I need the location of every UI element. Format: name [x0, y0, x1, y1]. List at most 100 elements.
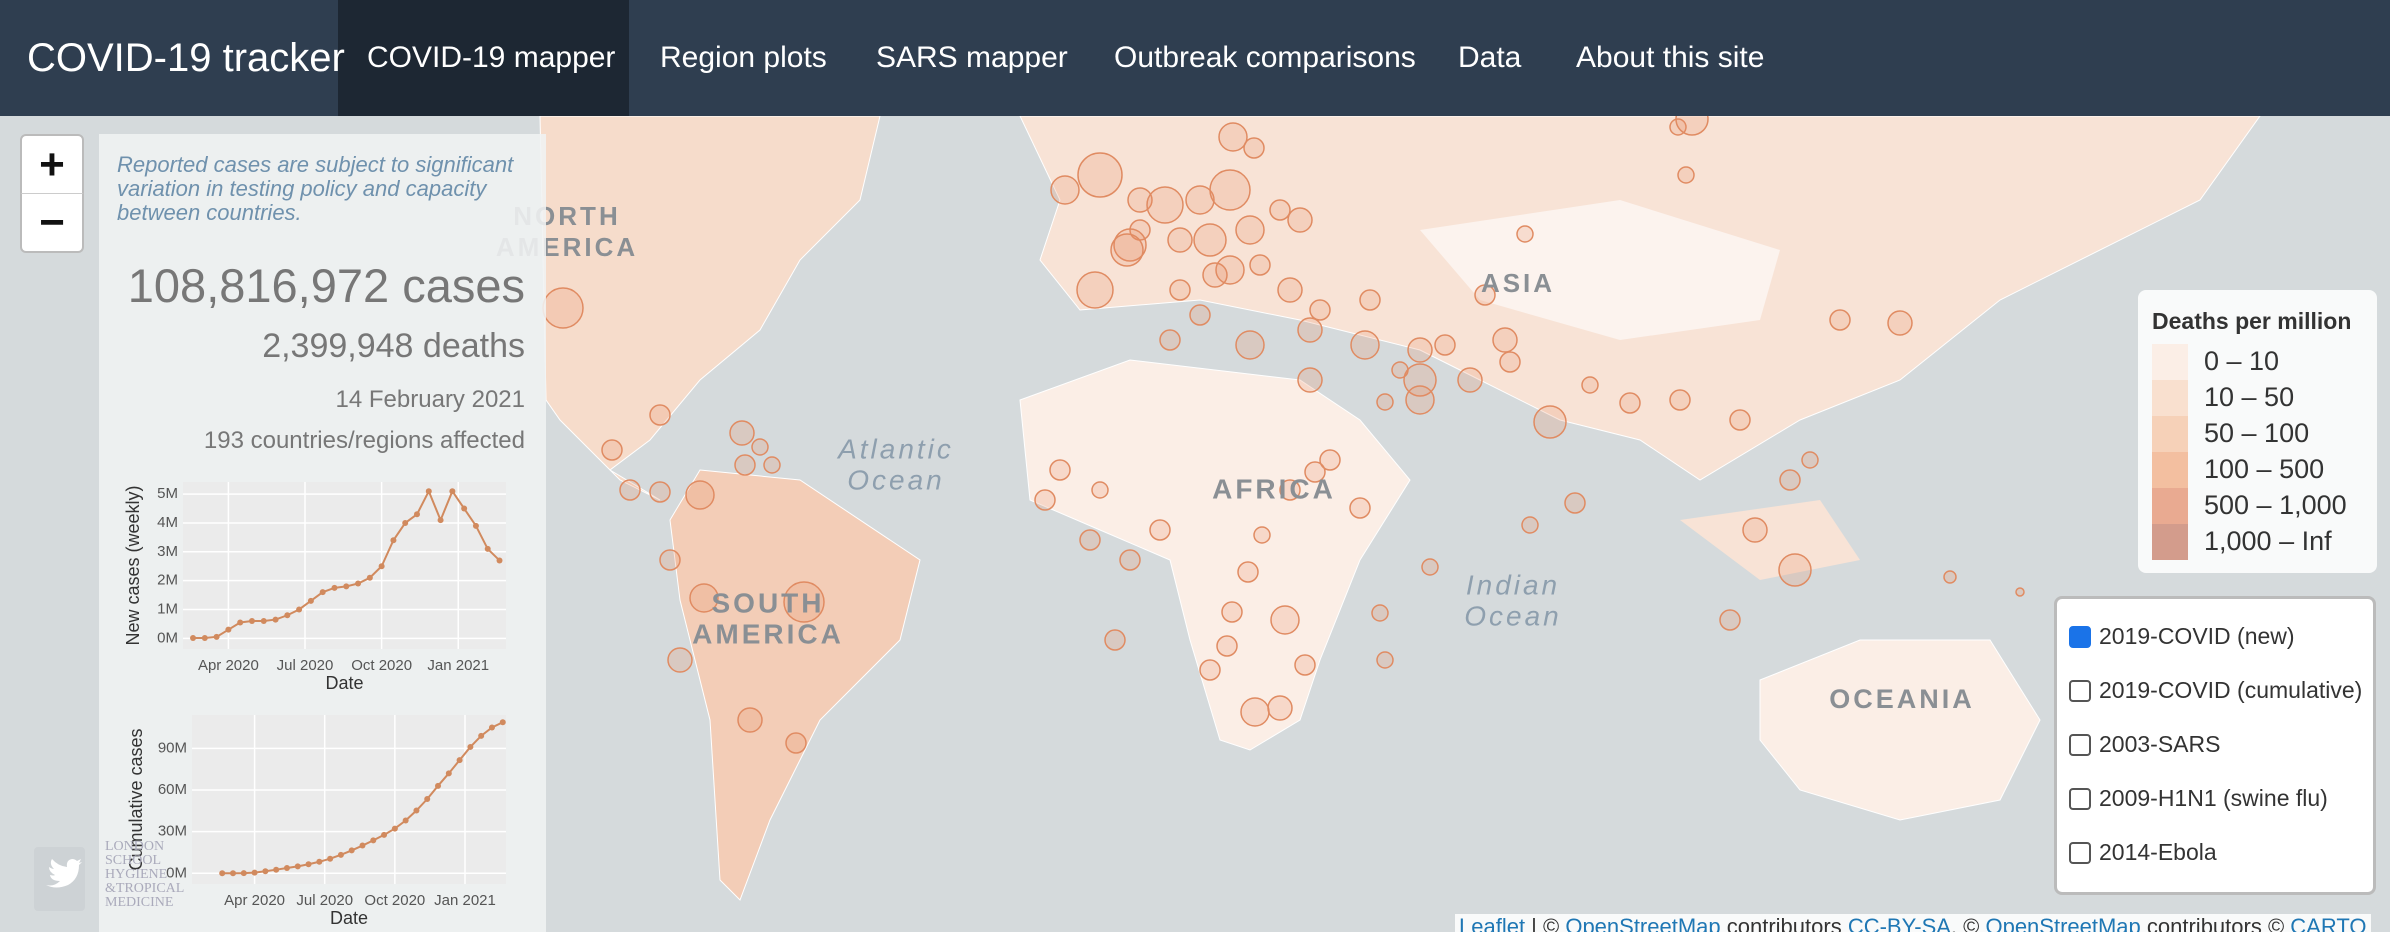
case-bubble [729, 420, 755, 446]
case-bubble [1237, 561, 1259, 583]
layer-label: 2019-COVID (new) [2099, 623, 2295, 649]
nav-item[interactable]: Data [1458, 41, 1522, 74]
data-point [472, 522, 479, 529]
data-point [402, 519, 409, 526]
case-bubble [1801, 451, 1819, 469]
case-bubble [1193, 223, 1227, 257]
case-bubble [1146, 186, 1184, 224]
checkbox[interactable] [2069, 842, 2091, 864]
nav-item[interactable]: COVID-19 mapper [367, 41, 616, 74]
data-point [370, 837, 377, 844]
layer-option[interactable]: 2014-Ebola [2069, 839, 2217, 866]
map-label: AMERICA [692, 618, 844, 649]
case-bubble [542, 287, 584, 329]
africa [1019, 359, 1411, 751]
land [539, 116, 2261, 901]
data-point [402, 817, 409, 824]
case-bubble [1407, 337, 1433, 363]
mini-charts: 0M 1M 2M 3M 4M 5M Apr 2020 Jul 2020 Oct 2020 Jan … [123, 482, 506, 928]
attribution-link[interactable]: CARTO [2290, 914, 2367, 932]
data-point [461, 505, 468, 512]
case-bubble [751, 438, 769, 456]
attribution-link[interactable]: OpenStreetMap [1565, 914, 1721, 932]
map-label: SOUTH [712, 587, 825, 618]
brand[interactable]: COVID-19 tracker [27, 36, 345, 80]
y-axis-label: Cumulative cases [126, 728, 146, 870]
case-bubble [601, 439, 623, 461]
nav-item[interactable]: About this site [1576, 41, 1765, 74]
south-america [669, 469, 921, 901]
nav-item[interactable]: Outbreak comparisons [1114, 41, 1416, 74]
x-tick-label: Oct 2020 [351, 657, 412, 674]
case-bubble [734, 454, 756, 476]
case-bubble [1474, 284, 1496, 306]
case-bubble [1267, 695, 1293, 721]
data-point [240, 870, 247, 877]
zoom-in[interactable]: + [20, 134, 84, 195]
legend: Deaths per million 0 – 10 10 – 50 50 – 100… [2138, 290, 2377, 573]
data-point [272, 616, 279, 623]
nav-item[interactable]: SARS mapper [876, 41, 1068, 74]
data-point [201, 635, 208, 642]
attribution-link[interactable]: Leaflet [1459, 914, 1526, 932]
layer-option[interactable]: 2019-COVID (cumulative) [2069, 677, 2362, 704]
map-label: OCEANIA [1829, 684, 1975, 714]
data-point [391, 825, 398, 832]
layer-option[interactable]: 2009-H1N1 (swine flu) [2069, 785, 2328, 812]
map-label: Indian [1466, 569, 1560, 600]
case-bubble [1371, 604, 1389, 622]
checkbox[interactable] [2069, 626, 2091, 648]
case-bubble [783, 581, 825, 623]
case-bubble [1279, 479, 1301, 501]
data-point [348, 847, 355, 854]
checkbox[interactable] [2069, 788, 2091, 810]
logo-line: &TROPICAL [105, 881, 185, 896]
data-point [284, 612, 291, 619]
twitter-button[interactable] [34, 847, 85, 911]
case-bubble [1359, 289, 1381, 311]
data-point [496, 557, 503, 564]
data-point [359, 842, 366, 849]
data-point [213, 633, 220, 640]
deaths: 2,399,948 deaths [262, 327, 525, 365]
zoom-out[interactable]: − [20, 193, 84, 253]
case-bubble [1533, 405, 1567, 439]
x-tick-label: Oct 2020 [364, 892, 425, 909]
data-point [343, 583, 350, 590]
case-bubble [1516, 225, 1534, 243]
checkbox[interactable] [2069, 734, 2091, 756]
case-bubble [1349, 497, 1371, 519]
layer-label: 2009-H1N1 (swine flu) [2099, 785, 2328, 811]
case-bubble [1350, 330, 1380, 360]
case-bubble [1110, 233, 1144, 267]
checkbox[interactable] [2069, 680, 2091, 702]
case-bubble [1829, 309, 1851, 331]
data-point [327, 855, 334, 862]
layer-option[interactable]: 2003-SARS [2069, 731, 2220, 758]
layer-option[interactable]: 2019-COVID (new) [2069, 623, 2295, 650]
layer-label: 2003-SARS [2099, 731, 2221, 757]
data-point [449, 488, 456, 495]
x-tick-label: Jul 2020 [296, 892, 353, 909]
data-point [366, 574, 373, 581]
case-bubble [1218, 122, 1248, 152]
nav-item[interactable]: Region plots [660, 41, 827, 74]
legend-label: 100 – 500 [2204, 454, 2325, 484]
case-bubble [1235, 215, 1265, 245]
data-point [456, 757, 463, 764]
attribution-link[interactable]: CC-BY-SA [1847, 914, 1951, 932]
map-label: ASIA [1481, 268, 1555, 298]
australia [1759, 639, 2041, 821]
case-bubble [1113, 228, 1147, 262]
case-bubble [1209, 169, 1251, 211]
case-bubble [1376, 651, 1394, 669]
attribution-link[interactable]: OpenStreetMap [1985, 914, 2141, 932]
logo-line: LONDON [105, 839, 165, 854]
case-bubble [1434, 334, 1456, 356]
layer-label: 2019-COVID (cumulative) [2099, 677, 2363, 703]
y-tick-label: 0M [166, 864, 187, 881]
attribution-text: | © [1525, 914, 1566, 932]
x-tick-label: Apr 2020 [224, 892, 285, 909]
attribution-text: , © [1950, 914, 1986, 932]
